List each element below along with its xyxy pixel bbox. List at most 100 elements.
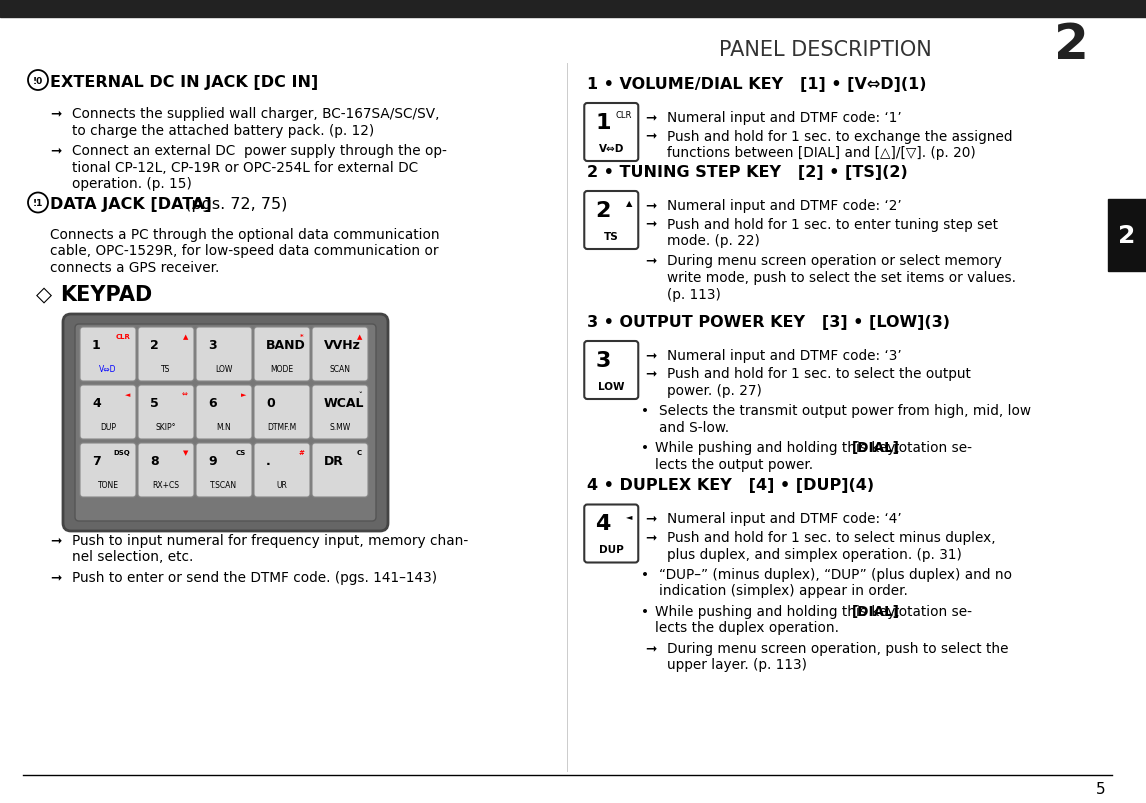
FancyBboxPatch shape bbox=[80, 328, 136, 381]
Text: ➞: ➞ bbox=[645, 349, 657, 362]
Text: Connect an external DC  power supply through the op-: Connect an external DC power supply thro… bbox=[72, 144, 447, 158]
Text: Numeral input and DTMF code: ‘1’: Numeral input and DTMF code: ‘1’ bbox=[667, 111, 902, 124]
Text: (pgs. 72, 75): (pgs. 72, 75) bbox=[180, 198, 288, 212]
Text: #: # bbox=[298, 450, 304, 455]
Text: 1 • VOLUME/DIAL KEY   [1] • [V⇔D](1): 1 • VOLUME/DIAL KEY [1] • [V⇔D](1) bbox=[587, 77, 927, 92]
Text: operation. (p. 15): operation. (p. 15) bbox=[72, 177, 191, 191]
Text: upper layer. (p. 113): upper layer. (p. 113) bbox=[667, 658, 807, 671]
Text: Numeral input and DTMF code: ‘4’: Numeral input and DTMF code: ‘4’ bbox=[667, 512, 902, 526]
FancyBboxPatch shape bbox=[254, 328, 311, 381]
FancyBboxPatch shape bbox=[254, 443, 311, 497]
Bar bbox=[1108, 200, 1146, 271]
Text: 2 • TUNING STEP KEY   [2] • [TS](2): 2 • TUNING STEP KEY [2] • [TS](2) bbox=[587, 165, 908, 180]
Text: KEYPAD: KEYPAD bbox=[60, 284, 152, 304]
Text: 1: 1 bbox=[595, 113, 611, 132]
Text: TONE: TONE bbox=[97, 480, 118, 489]
FancyBboxPatch shape bbox=[312, 443, 368, 497]
Text: DUP: DUP bbox=[100, 422, 116, 431]
FancyBboxPatch shape bbox=[312, 385, 368, 439]
Text: •: • bbox=[642, 567, 650, 581]
FancyBboxPatch shape bbox=[196, 385, 252, 439]
FancyBboxPatch shape bbox=[63, 315, 388, 532]
Text: DUP: DUP bbox=[599, 544, 623, 555]
Text: Numeral input and DTMF code: ‘2’: Numeral input and DTMF code: ‘2’ bbox=[667, 199, 902, 213]
FancyBboxPatch shape bbox=[74, 324, 376, 521]
Text: *: * bbox=[300, 333, 304, 340]
Text: ➞: ➞ bbox=[645, 255, 657, 268]
Text: ➞: ➞ bbox=[50, 570, 62, 585]
Text: CLR: CLR bbox=[615, 111, 633, 120]
Text: 3 • OUTPUT POWER KEY   [3] • [LOW](3): 3 • OUTPUT POWER KEY [3] • [LOW](3) bbox=[587, 315, 950, 329]
Text: functions between [DIAL] and [△]/[▽]. (p. 20): functions between [DIAL] and [△]/[▽]. (p… bbox=[667, 146, 976, 160]
FancyBboxPatch shape bbox=[138, 328, 194, 381]
Text: •: • bbox=[642, 404, 650, 418]
FancyBboxPatch shape bbox=[584, 104, 638, 161]
Text: 2: 2 bbox=[1118, 224, 1136, 247]
Text: DR: DR bbox=[324, 454, 344, 467]
Text: ▲: ▲ bbox=[356, 333, 362, 340]
Text: Push to enter or send the DTMF code. (pgs. 141–143): Push to enter or send the DTMF code. (pg… bbox=[72, 570, 437, 585]
Text: ˇ: ˇ bbox=[359, 392, 362, 397]
Text: V⇔D: V⇔D bbox=[598, 144, 623, 154]
Text: ➞: ➞ bbox=[50, 533, 62, 548]
Text: !0: !0 bbox=[33, 76, 44, 85]
Text: lects the output power.: lects the output power. bbox=[656, 458, 814, 471]
Text: Numeral input and DTMF code: ‘3’: Numeral input and DTMF code: ‘3’ bbox=[667, 349, 902, 362]
Text: and S-low.: and S-low. bbox=[659, 421, 729, 434]
Text: During menu screen operation or select memory: During menu screen operation or select m… bbox=[667, 255, 1002, 268]
Text: 2: 2 bbox=[150, 339, 159, 352]
Text: 3: 3 bbox=[209, 339, 217, 352]
FancyBboxPatch shape bbox=[196, 328, 252, 381]
Text: ►: ► bbox=[241, 392, 246, 397]
Text: 4 • DUPLEX KEY   [4] • [DUP](4): 4 • DUPLEX KEY [4] • [DUP](4) bbox=[587, 478, 874, 493]
Text: DATA JACK [DATA]: DATA JACK [DATA] bbox=[50, 198, 212, 212]
Text: cable, OPC-1529R, for low-speed data communication or: cable, OPC-1529R, for low-speed data com… bbox=[50, 243, 439, 258]
Text: CLR: CLR bbox=[115, 333, 129, 340]
FancyBboxPatch shape bbox=[584, 341, 638, 400]
Text: EXTERNAL DC IN JACK [DC IN]: EXTERNAL DC IN JACK [DC IN] bbox=[50, 75, 319, 90]
Text: ➞: ➞ bbox=[50, 144, 62, 158]
FancyBboxPatch shape bbox=[312, 328, 368, 381]
Text: indication (simplex) appear in order.: indication (simplex) appear in order. bbox=[659, 584, 908, 597]
Text: ◇: ◇ bbox=[36, 284, 52, 304]
FancyBboxPatch shape bbox=[138, 443, 194, 497]
Text: BAND: BAND bbox=[266, 339, 306, 352]
Text: rotation se-: rotation se- bbox=[888, 441, 972, 455]
Text: 4: 4 bbox=[595, 514, 611, 534]
FancyBboxPatch shape bbox=[254, 385, 311, 439]
Text: 1: 1 bbox=[92, 339, 101, 352]
Text: .: . bbox=[266, 454, 270, 467]
Text: LOW: LOW bbox=[215, 365, 233, 373]
Text: Push and hold for 1 sec. to enter tuning step set: Push and hold for 1 sec. to enter tuning… bbox=[667, 218, 998, 231]
Text: ➞: ➞ bbox=[645, 218, 657, 231]
Text: 2: 2 bbox=[1054, 21, 1089, 69]
Text: ▲: ▲ bbox=[626, 199, 633, 208]
Text: tional CP-12L, CP-19R or OPC-254L for external DC: tional CP-12L, CP-19R or OPC-254L for ex… bbox=[72, 161, 418, 174]
Text: 9: 9 bbox=[209, 454, 217, 467]
Text: [DIAL]: [DIAL] bbox=[851, 441, 900, 455]
Text: SKIP°: SKIP° bbox=[156, 422, 176, 431]
Text: plus duplex, and simplex operation. (p. 31): plus duplex, and simplex operation. (p. … bbox=[667, 547, 963, 560]
Text: Connects the supplied wall charger, BC-167SA/SC/SV,: Connects the supplied wall charger, BC-1… bbox=[72, 107, 440, 120]
Text: While pushing and holding this key,: While pushing and holding this key, bbox=[656, 604, 904, 618]
Text: ➞: ➞ bbox=[645, 199, 657, 213]
Text: ▲: ▲ bbox=[182, 333, 188, 340]
Bar bbox=[0, 0, 1146, 18]
Text: During menu screen operation, push to select the: During menu screen operation, push to se… bbox=[667, 642, 1008, 655]
Text: ◄: ◄ bbox=[626, 512, 633, 521]
Text: Push and hold for 1 sec. to select the output: Push and hold for 1 sec. to select the o… bbox=[667, 367, 971, 381]
Text: Push and hold for 1 sec. to select minus duplex,: Push and hold for 1 sec. to select minus… bbox=[667, 530, 996, 544]
Text: lects the duplex operation.: lects the duplex operation. bbox=[656, 621, 839, 634]
Text: VVHz: VVHz bbox=[324, 339, 361, 352]
FancyBboxPatch shape bbox=[584, 505, 638, 563]
Text: ▼: ▼ bbox=[182, 450, 188, 455]
Text: ➞: ➞ bbox=[50, 107, 62, 120]
Text: ➞: ➞ bbox=[645, 111, 657, 124]
Text: 5: 5 bbox=[1097, 781, 1106, 797]
Text: ◄: ◄ bbox=[125, 392, 129, 397]
Text: M.N: M.N bbox=[217, 422, 231, 431]
Text: MODE: MODE bbox=[270, 365, 293, 373]
Text: Push and hold for 1 sec. to exchange the assigned: Push and hold for 1 sec. to exchange the… bbox=[667, 129, 1013, 143]
Text: C: C bbox=[356, 450, 362, 455]
Text: T.SCAN: T.SCAN bbox=[211, 480, 237, 489]
